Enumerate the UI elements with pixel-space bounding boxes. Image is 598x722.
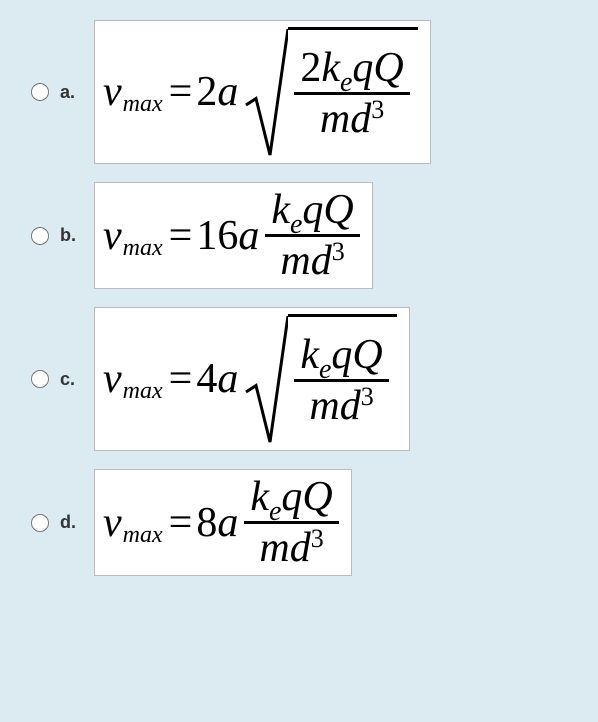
formula-box: vmax = 4a keqQ md3 [94, 307, 410, 451]
fraction: 2keqQ md3 [294, 47, 409, 140]
radical-icon [244, 27, 288, 157]
coefficient: 8 [196, 502, 217, 544]
option-row: c. vmax = 4a keqQ md3 [20, 307, 578, 451]
option-radio-d[interactable] [31, 514, 49, 532]
lhs-sub: max [123, 92, 163, 116]
formula-box: vmax = 2a 2keqQ md3 [94, 20, 431, 164]
fraction-bar [294, 92, 409, 95]
formula-box: vmax = 16a keqQ md3 [94, 182, 373, 289]
numerator: keqQ [265, 189, 359, 231]
lhs-var: v [103, 71, 122, 113]
fraction-bar [244, 521, 338, 524]
option-row: a. vmax = 2a 2keqQ md3 [20, 20, 578, 164]
formula: vmax = 4a keqQ md3 [103, 314, 397, 444]
square-root: 2keqQ md3 [244, 27, 417, 157]
option-radio-a[interactable] [31, 83, 49, 101]
square-root: keqQ md3 [244, 314, 396, 444]
fraction: keqQ md3 [294, 334, 388, 427]
numerator: keqQ [294, 334, 388, 376]
radicand: 2keqQ md3 [288, 27, 417, 157]
equals-sign: = [169, 215, 193, 257]
lhs-var: v [103, 358, 122, 400]
fraction: keqQ md3 [265, 189, 359, 282]
radio-wrap [20, 370, 60, 388]
option-letter: b. [60, 225, 94, 246]
radical-icon [244, 314, 288, 444]
lhs-sub: max [123, 523, 163, 547]
denominator: md3 [253, 527, 329, 569]
denominator: md3 [303, 385, 379, 427]
numerator: 2keqQ [294, 47, 409, 89]
coefficient: 16 [196, 215, 238, 257]
radio-wrap [20, 514, 60, 532]
denominator: md3 [274, 240, 350, 282]
fraction-bar [265, 234, 359, 237]
lhs-sub: max [123, 379, 163, 403]
formula-box: vmax = 8a keqQ md3 [94, 469, 352, 576]
coefficient: 2 [196, 71, 217, 113]
equals-sign: = [169, 358, 193, 400]
lhs-var: v [103, 502, 122, 544]
formula: vmax = 2a 2keqQ md3 [103, 27, 418, 157]
option-radio-c[interactable] [31, 370, 49, 388]
radio-wrap [20, 227, 60, 245]
fraction: keqQ md3 [244, 476, 338, 569]
option-letter: c. [60, 369, 94, 390]
formula: vmax = 16a keqQ md3 [103, 189, 360, 282]
option-letter: d. [60, 512, 94, 533]
option-row: b. vmax = 16a keqQ md3 [20, 182, 578, 289]
fraction-bar [294, 379, 388, 382]
option-letter: a. [60, 82, 94, 103]
question-options: a. vmax = 2a 2keqQ md3 [0, 0, 598, 614]
radicand: keqQ md3 [288, 314, 396, 444]
equals-sign: = [169, 502, 193, 544]
option-row: d. vmax = 8a keqQ md3 [20, 469, 578, 576]
lhs-sub: max [123, 236, 163, 260]
formula: vmax = 8a keqQ md3 [103, 476, 339, 569]
equals-sign: = [169, 71, 193, 113]
lhs-var: v [103, 215, 122, 257]
option-radio-b[interactable] [31, 227, 49, 245]
denominator: md3 [314, 98, 390, 140]
coefficient: 4 [196, 358, 217, 400]
radio-wrap [20, 83, 60, 101]
numerator: keqQ [244, 476, 338, 518]
